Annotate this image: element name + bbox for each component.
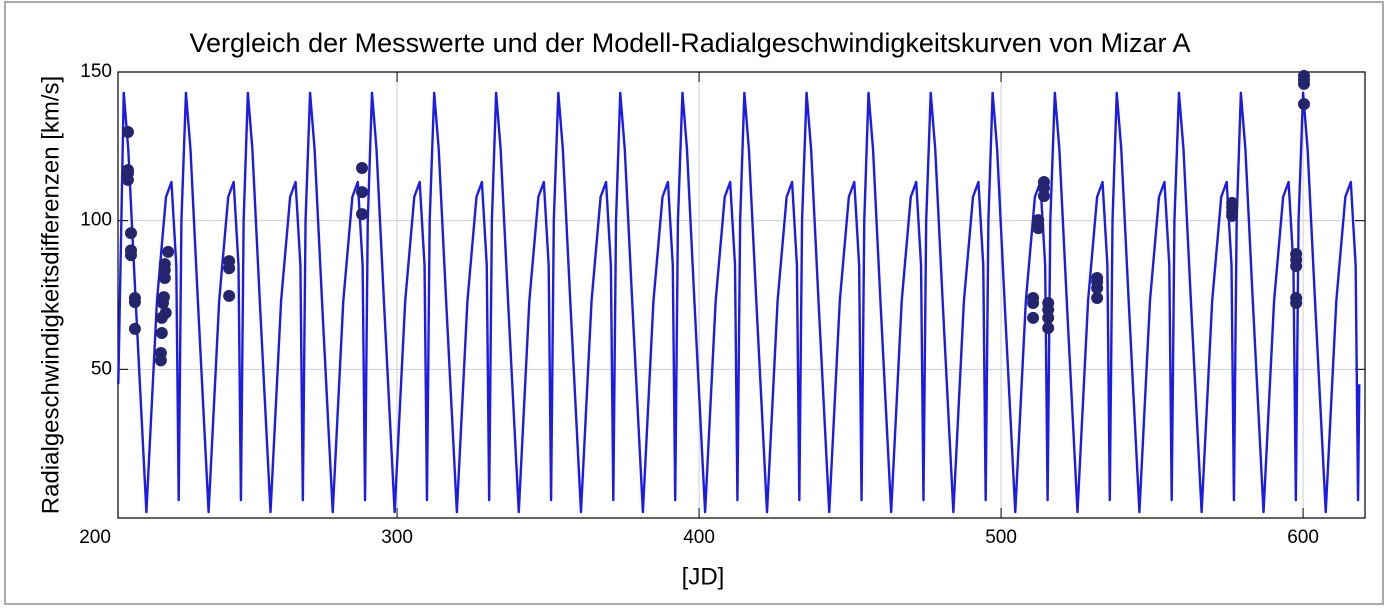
plot-frame (117, 71, 1366, 519)
measurement-point (157, 291, 170, 304)
y-axis-label: Radialgeschwindigkeitsdifferenzen [km/s] (37, 76, 64, 514)
x-tick-label: 500 (985, 527, 1017, 548)
measurement-point (1091, 282, 1104, 295)
x-tick-label: 300 (381, 527, 413, 548)
measurement-point (1297, 77, 1310, 90)
x-tick-label: 200 (79, 527, 111, 548)
measurement-point (124, 227, 137, 240)
measurement-point (128, 296, 141, 309)
measurement-point (356, 186, 369, 199)
measurement-point (1290, 260, 1303, 273)
window-border (4, 1, 1384, 605)
model-curve (117, 91, 1361, 514)
measurement-point (121, 126, 134, 139)
x-axis-label: [JD] (682, 563, 725, 590)
chart-title: Vergleich der Messwerte und der Modell-R… (190, 28, 1191, 58)
measurement-point (1042, 311, 1055, 324)
measurement-point (356, 208, 369, 221)
measurement-point (1042, 322, 1055, 335)
measurement-point (1091, 291, 1104, 304)
measurement-point (223, 289, 236, 302)
measurement-point (1027, 311, 1040, 324)
y-tick-label: 150 (80, 61, 112, 82)
measurement-point (155, 327, 168, 340)
measurement-point (154, 354, 167, 367)
measurement-point (128, 322, 141, 335)
measurement-point (1226, 209, 1239, 222)
measurement-point (162, 245, 175, 258)
measurement-point (159, 306, 172, 319)
measurement-point (1037, 189, 1050, 202)
measurement-point (121, 173, 134, 186)
measurement-point (158, 258, 171, 271)
measurement-point (124, 249, 137, 262)
x-tick-label: 400 (683, 527, 715, 548)
measurement-point (223, 262, 236, 275)
x-tick-label: 600 (1287, 527, 1319, 548)
y-tick-label: 100 (80, 210, 112, 231)
measurement-point (356, 162, 369, 175)
measurement-point (1027, 297, 1040, 310)
measurement-point (1032, 222, 1045, 235)
measurement-point (1290, 297, 1303, 310)
measurement-point (1297, 98, 1310, 111)
y-tick-label: 50 (91, 358, 112, 379)
